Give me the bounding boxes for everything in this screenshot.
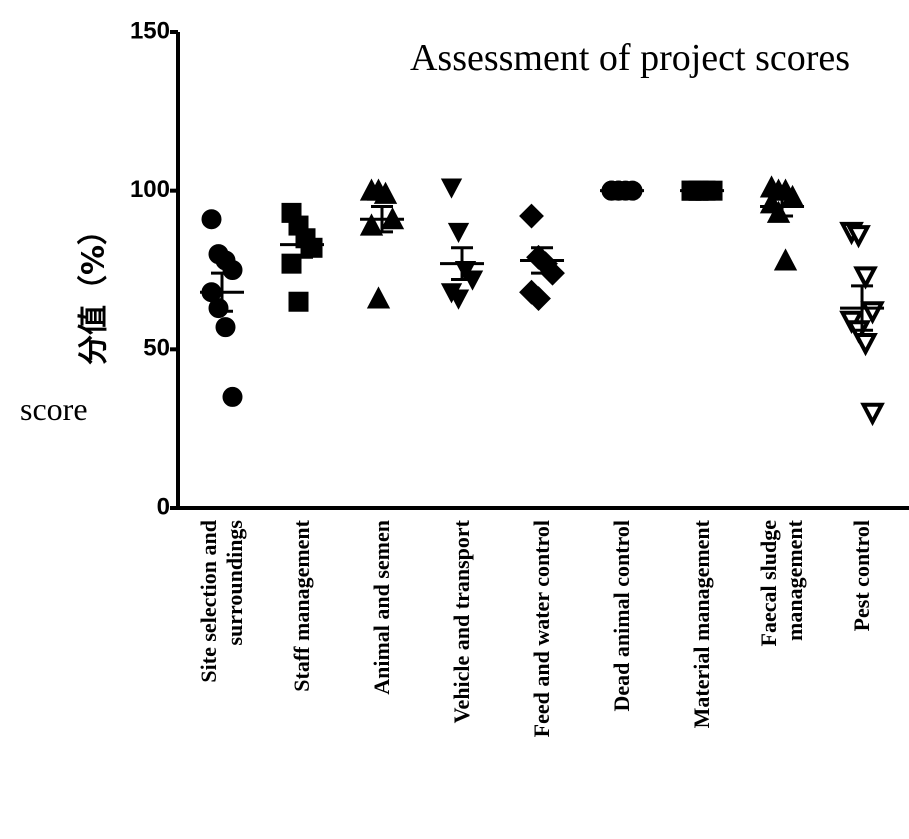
x-tick-label: Staff management [289, 519, 314, 691]
point [864, 303, 882, 320]
x-tick-label: Feed and water control [529, 520, 554, 737]
point [857, 335, 875, 352]
y-axis-label-en: score [20, 391, 88, 427]
point [450, 224, 468, 241]
x-tick-label: Material management [689, 519, 714, 728]
x-tick-label: Pest control [849, 520, 874, 631]
point [210, 299, 228, 317]
page: {"chart_data": {"type": "dotplot", "titl… [0, 0, 909, 839]
point [224, 388, 242, 406]
y-tick-label: 100 [130, 176, 170, 203]
point [224, 261, 242, 279]
x-tick-label: Vehicle and transport [449, 519, 474, 723]
point [290, 293, 308, 311]
chart-title: Assessment of project scores [410, 37, 850, 79]
x-tick-label: Dead animal control [609, 520, 634, 711]
point [776, 250, 796, 269]
y-tick-label: 0 [157, 493, 170, 520]
x-tick-label: Site selection andsurroundings [196, 520, 247, 683]
x-tick-label: Faecal sludgemanagement [756, 519, 807, 646]
point [217, 318, 235, 336]
point [857, 268, 875, 285]
point [304, 239, 322, 257]
y-tick-label: 150 [130, 17, 170, 44]
point [443, 179, 461, 196]
point [864, 405, 882, 422]
x-tick-label: Animal and semen [369, 520, 394, 695]
y-axis-label: 分值（%） [77, 215, 112, 365]
y-tick-label: 50 [143, 335, 170, 362]
chart: Assessment of project scores score 分值（%）… [0, 0, 909, 839]
point [203, 210, 221, 228]
point [369, 289, 389, 308]
point [521, 205, 543, 227]
